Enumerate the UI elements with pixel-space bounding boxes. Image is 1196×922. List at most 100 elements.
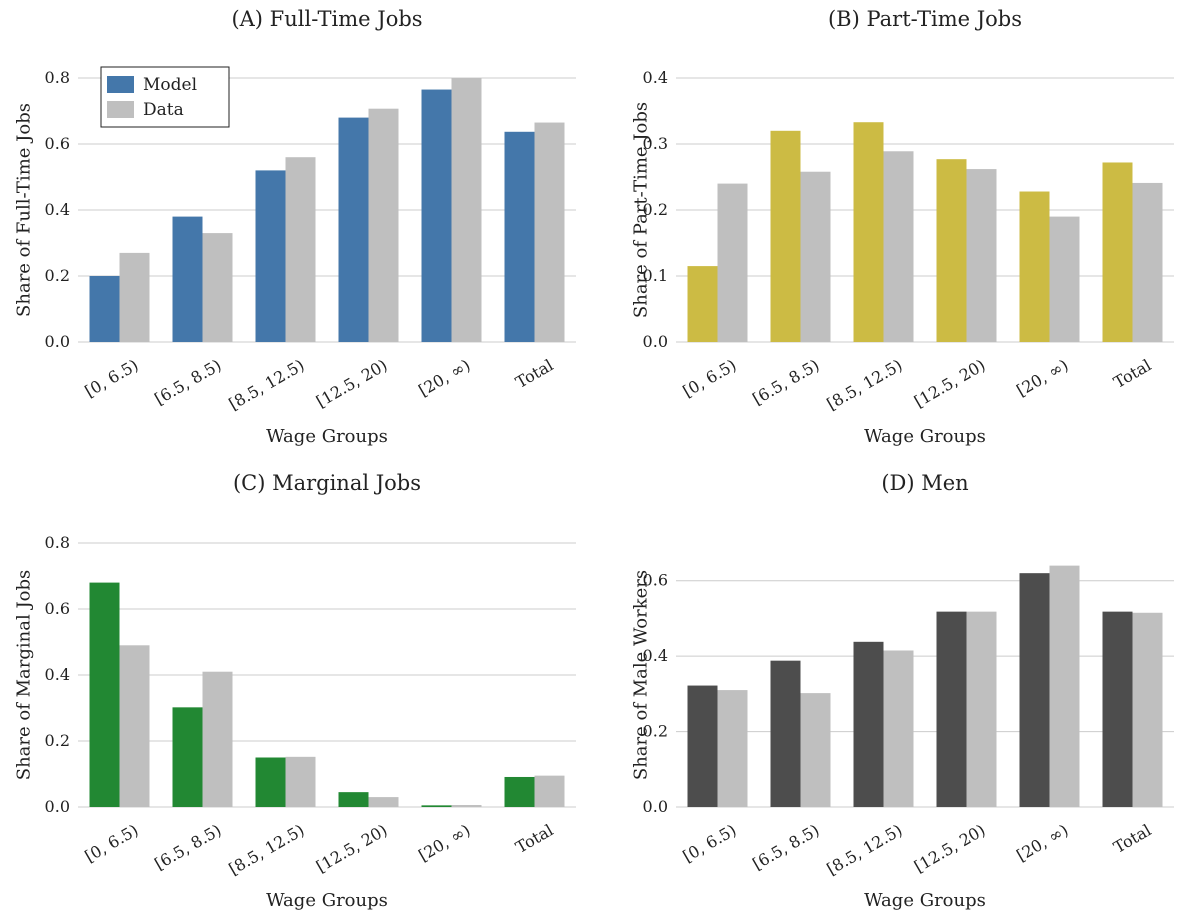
bar-series-0-cat-1 — [770, 660, 801, 807]
x-tick-label: [0, 6.5) — [680, 355, 740, 401]
y-tick-label: 0.4 — [45, 665, 70, 684]
x-axis-label: Wage Groups — [266, 890, 388, 911]
chart-title: (B) Part-Time Jobs — [828, 7, 1022, 31]
x-tick-label: [20, ∞) — [415, 355, 473, 400]
bar-series-1-cat-2 — [285, 157, 316, 342]
chart-panel-2: 0.0 0.2 0.4 0.6 0.8 [0, 6.5) [6.5, 8.5) [8.5, 1… — [14, 471, 576, 911]
bar-series-0-cat-2 — [853, 122, 884, 342]
bar-series-0-cat-5 — [504, 776, 535, 807]
x-tick-label: [8.5, 12.5) — [225, 355, 307, 413]
bar-series-1-cat-4 — [1049, 216, 1080, 342]
bar-series-0-cat-2 — [255, 757, 286, 807]
bar-series-0-cat-0 — [687, 685, 718, 807]
chart-title: (C) Marginal Jobs — [233, 471, 421, 495]
bar-series-0-cat-2 — [255, 170, 286, 342]
x-tick-label: [6.5, 8.5) — [151, 355, 224, 408]
x-axis-label: Wage Groups — [864, 890, 986, 911]
chart-title: (A) Full-Time Jobs — [231, 7, 422, 31]
legend-swatch — [107, 101, 134, 118]
bar-series-1-cat-3 — [966, 611, 997, 807]
x-tick-label: Total — [1110, 820, 1154, 857]
x-tick-label: [6.5, 8.5) — [749, 820, 822, 873]
bar-series-1-cat-5 — [534, 775, 565, 807]
bar-series-0-cat-0 — [89, 582, 120, 807]
x-tick-label: [12.5, 20) — [911, 355, 989, 411]
bar-series-1-cat-0 — [119, 645, 150, 807]
bar-series-0-cat-4 — [421, 89, 452, 342]
legend-label: Data — [143, 100, 184, 120]
bar-series-1-cat-1 — [800, 693, 831, 807]
bar-series-1-cat-3 — [368, 797, 399, 807]
bar-series-1-cat-4 — [451, 805, 482, 807]
x-tick-label: Total — [512, 820, 556, 857]
y-axis-label: Share of Marginal Jobs — [14, 570, 35, 781]
x-tick-label: [12.5, 20) — [911, 820, 989, 876]
bar-series-0-cat-1 — [770, 130, 801, 342]
chart-panel-1: 0.0 0.1 0.2 0.3 0.4 [0, 6.5) [6.5, 8.5) [8.5, 1… — [631, 7, 1174, 447]
x-axis-label: Wage Groups — [864, 426, 986, 447]
y-tick-label: 0.8 — [45, 68, 70, 87]
y-tick-label: 0.6 — [45, 599, 70, 618]
bar-series-1-cat-4 — [451, 78, 482, 342]
bar-series-1-cat-0 — [717, 690, 748, 807]
y-tick-label: 0.0 — [643, 332, 668, 351]
y-axis-label: Share of Male Workers — [631, 570, 652, 780]
bar-series-1-cat-3 — [368, 108, 399, 342]
x-tick-label: [8.5, 12.5) — [823, 355, 905, 413]
bar-series-0-cat-3 — [936, 611, 967, 807]
bar-series-0-cat-3 — [338, 792, 369, 807]
bar-series-1-cat-2 — [285, 756, 316, 807]
bar-series-0-cat-5 — [1102, 611, 1133, 807]
x-tick-label: Total — [1110, 355, 1154, 392]
bar-series-0-cat-5 — [1102, 162, 1133, 342]
bar-series-0-cat-1 — [172, 707, 203, 807]
y-tick-label: 0.0 — [643, 797, 668, 816]
y-tick-label: 0.8 — [45, 533, 70, 552]
bar-series-0-cat-4 — [421, 805, 452, 807]
bar-series-0-cat-3 — [338, 117, 369, 342]
y-tick-label: 0.2 — [643, 200, 668, 219]
x-tick-label: Total — [512, 355, 556, 392]
x-tick-label: [6.5, 8.5) — [151, 820, 224, 873]
legend-swatch — [107, 76, 134, 93]
bar-series-1-cat-1 — [800, 171, 831, 342]
bar-series-0-cat-3 — [936, 159, 967, 342]
bar-series-1-cat-5 — [1132, 612, 1163, 807]
bar-series-1-cat-4 — [1049, 565, 1080, 807]
bar-series-0-cat-0 — [687, 266, 718, 342]
x-axis-label: Wage Groups — [266, 426, 388, 447]
x-tick-label: [8.5, 12.5) — [823, 820, 905, 878]
x-tick-label: [12.5, 20) — [313, 355, 391, 411]
y-tick-label: 0.2 — [643, 722, 668, 741]
bar-series-0-cat-4 — [1019, 573, 1050, 807]
y-tick-label: 0.4 — [45, 200, 70, 219]
bar-series-1-cat-5 — [534, 122, 565, 342]
x-tick-label: [0, 6.5) — [680, 820, 740, 866]
y-tick-label: 0.4 — [643, 646, 668, 665]
legend-label: Model — [143, 75, 197, 95]
x-tick-label: [12.5, 20) — [313, 820, 391, 876]
y-tick-label: 0.2 — [45, 731, 70, 750]
bar-series-1-cat-0 — [119, 252, 150, 342]
bar-series-0-cat-0 — [89, 276, 120, 342]
y-tick-label: 0.6 — [643, 571, 668, 590]
y-tick-label: 0.0 — [45, 797, 70, 816]
x-tick-label: [6.5, 8.5) — [749, 355, 822, 408]
x-tick-label: [20, ∞) — [1013, 355, 1071, 400]
bar-series-0-cat-1 — [172, 216, 203, 342]
bar-series-1-cat-2 — [883, 151, 914, 342]
y-tick-label: 0.0 — [45, 332, 70, 351]
bar-series-1-cat-2 — [883, 650, 914, 807]
chart-panel-0: 0.0 0.2 0.4 0.6 0.8 [0, 6.5) [6.5, 8.5) [8.5, 1… — [14, 7, 576, 447]
x-tick-label: [0, 6.5) — [82, 820, 142, 866]
y-tick-label: 0.2 — [45, 266, 70, 285]
x-tick-label: [20, ∞) — [415, 820, 473, 865]
x-tick-label: [8.5, 12.5) — [225, 820, 307, 878]
bar-series-1-cat-0 — [717, 183, 748, 342]
bar-series-1-cat-1 — [202, 233, 233, 342]
bar-series-0-cat-2 — [853, 641, 884, 807]
x-tick-label: [0, 6.5) — [82, 355, 142, 401]
bar-series-1-cat-5 — [1132, 182, 1163, 342]
